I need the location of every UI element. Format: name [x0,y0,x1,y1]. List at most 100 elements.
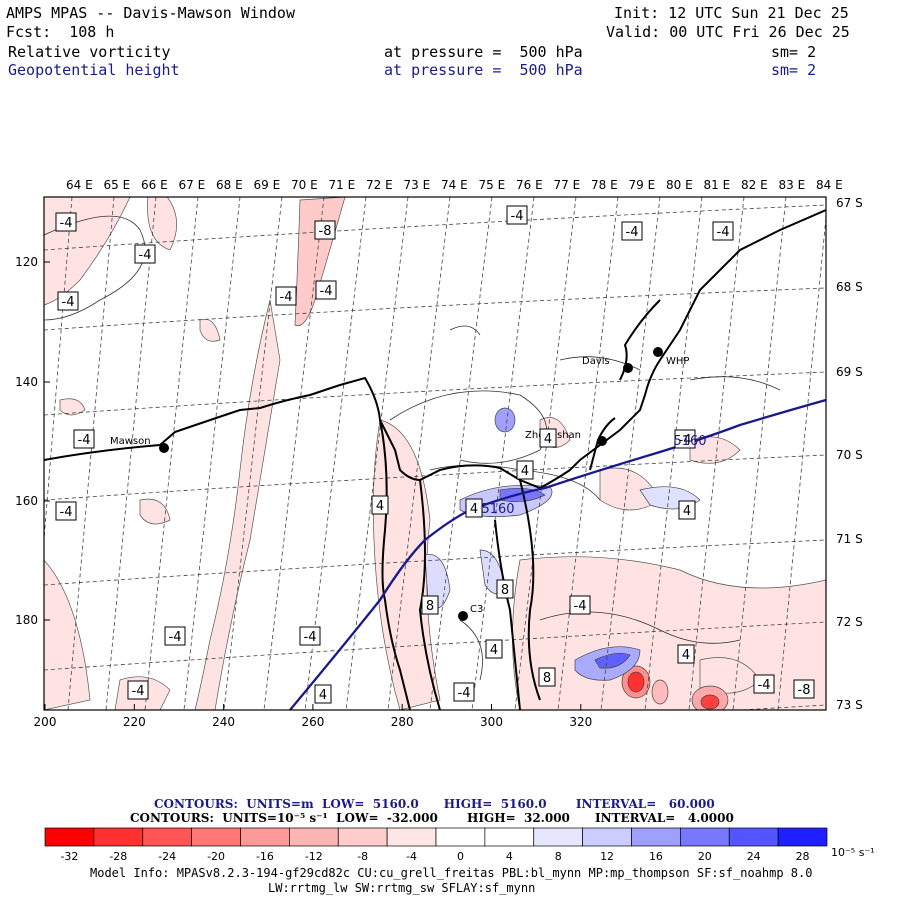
y-tick-label: 140 [15,375,38,389]
contour-label: -4 [315,280,337,300]
svg-text:5160: 5160 [673,434,706,449]
contour-label: -4 [621,221,643,241]
lon-label: 81 E [704,178,731,192]
colorbar-label: -28 [109,850,127,863]
svg-text:4: 4 [683,504,691,519]
station-marker-zhongshan [597,436,607,446]
lon-label: 64 E [66,178,93,192]
svg-text:8: 8 [426,599,434,614]
colorbar-label: -16 [256,850,274,863]
station-label-davis: Davis [582,356,610,367]
contour-label: -4 [127,680,149,700]
colorbar-label: -20 [207,850,225,863]
svg-text:-4: -4 [280,290,293,305]
lon-label: 73 E [404,178,431,192]
y-tick-label: 120 [15,255,38,269]
colorbar-swatch [142,827,192,847]
station-marker-davis [623,363,633,373]
strong-negative-cores [621,665,729,710]
field1-smoothing: sm= 2 [771,43,817,61]
lon-label: 65 E [104,178,131,192]
contour-label: -4 [134,244,156,264]
lon-label: 72 E [366,178,393,192]
svg-text:-4: -4 [758,678,771,693]
colorbar-swatch [93,827,144,847]
colorbar-swatch [631,827,681,847]
svg-text:-4: -4 [574,599,587,614]
lat-label: 72 S [836,615,863,629]
colorbar-label: 0 [457,850,464,863]
geopotential-label: 5160 [481,502,514,517]
colorbar-label: 24 [747,850,761,863]
station-marker-whp [653,347,663,357]
svg-text:-8: -8 [798,683,811,698]
svg-text:-4: -4 [60,216,73,231]
lon-label: 70 E [291,178,318,192]
colorbar: -32 -28 -24 -20 -16 -12 -8 -4 0 4 8 12 16 20 24 28 10⁻⁵ … [44,827,875,863]
x-tick-label: 200 [34,715,57,729]
lat-lon-grid [44,197,826,710]
legend-geopotential: CONTOURS: UNITS=m LOW= 5160.0 HIGH= 5160… [154,797,715,811]
colorbar-swatch [337,827,388,847]
contour-label: 8 [421,595,439,615]
svg-text:-4: -4 [717,225,730,240]
x-axis-ticks: 200 220 240 260 280 300 320 [34,704,592,729]
model-info-line2: LW:rrtmg_lw SW:rrtmg_sw SFLAY:sf_mynn [268,881,536,895]
contour-label: -4 [506,205,528,225]
svg-text:-4: -4 [139,248,152,263]
svg-text:4: 4 [544,432,552,447]
contour-label: -4 [55,501,77,521]
init-time: Init: 12 UTC Sun 21 Dec 25 [614,4,849,22]
contour-label: -4 [453,682,475,702]
forecast-hour: Fcst: 108 h [6,23,115,41]
field2-smoothing: sm= 2 [771,61,817,79]
colorbar-label: -4 [406,850,417,863]
contour-label: 8 [496,579,514,599]
lon-label: 84 E [816,178,843,192]
valid-time: Valid: 00 UTC Fri 26 Dec 25 [606,23,850,41]
x-tick-label: 300 [480,715,503,729]
colorbar-label: 16 [649,850,663,863]
contour-label: 4 [314,684,332,704]
colorbar-label: -8 [357,850,368,863]
svg-text:-4: -4 [78,433,91,448]
colorbar-label: -12 [305,850,323,863]
lat-label: 67 S [836,196,863,210]
field1-level: at pressure = 500 hPa [384,43,583,61]
lat-label: 69 S [836,365,863,379]
y-axis-ticks: 120 140 160 180 [15,255,50,627]
svg-text:5160: 5160 [481,502,514,517]
svg-text:4: 4 [470,502,478,517]
svg-text:8: 8 [501,583,509,598]
x-tick-label: 280 [391,715,414,729]
x-tick-label: 260 [301,715,324,729]
colorbar-unit: 10⁻⁵ s⁻¹ [831,846,875,859]
contour-label: 4 [485,639,503,659]
svg-text:-4: -4 [511,209,524,224]
x-tick-label: 320 [569,715,592,729]
lat-label: 73 S [836,698,863,712]
svg-text:-4: -4 [132,684,145,699]
x-tick-label: 220 [123,715,146,729]
colorbar-label: -24 [158,850,176,863]
contour-label: -4 [57,291,79,311]
lon-label: 67 E [179,178,206,192]
lon-label: 71 E [329,178,356,192]
svg-text:-4: -4 [60,505,73,520]
colorbar-swatch [533,827,583,847]
lon-label: 75 E [479,178,506,192]
contour-label: -8 [314,220,336,240]
lon-label: 77 E [554,178,581,192]
field2-name: Geopotential height [8,61,180,79]
contour-label: -4 [569,595,591,615]
colorbar-swatch [240,827,290,847]
contour-label: 4 [516,460,534,480]
contour-label: -4 [55,212,77,232]
svg-text:-8: -8 [319,224,332,239]
colorbar-swatch [680,827,730,847]
colorbar-label: 4 [506,850,513,863]
colorbar-label: 20 [698,850,712,863]
contour-label: 4 [371,495,389,515]
svg-text:-4: -4 [62,295,75,310]
